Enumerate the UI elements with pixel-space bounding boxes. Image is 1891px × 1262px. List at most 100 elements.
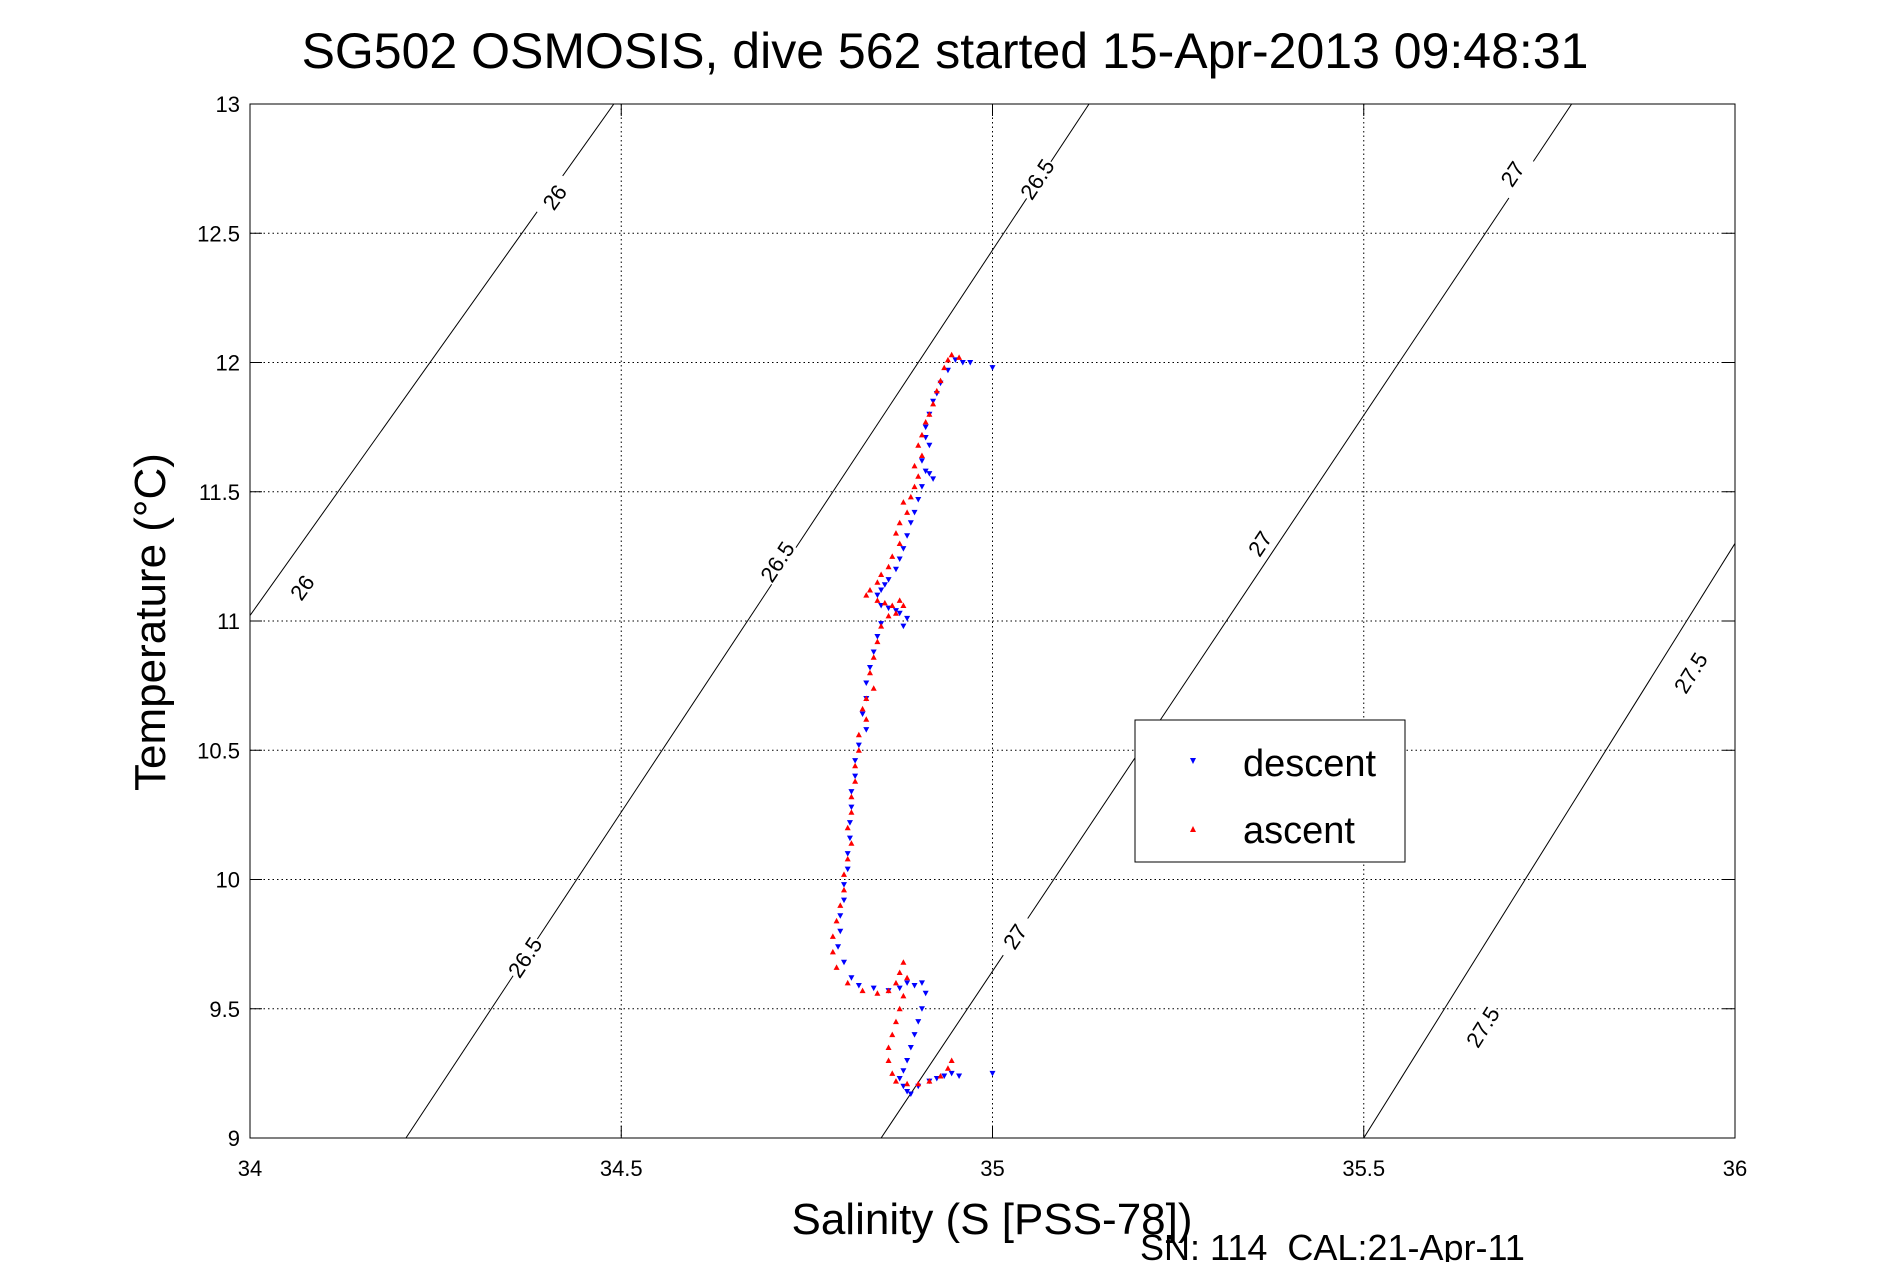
ascent-point [930, 400, 937, 407]
descent-point [855, 982, 862, 989]
ascent-point [841, 871, 847, 877]
descent-point [859, 711, 866, 718]
ascent-point [841, 886, 847, 893]
descent-point [918, 980, 925, 986]
descent-point [841, 959, 847, 966]
y-tick-label: 9 [228, 1126, 240, 1151]
ascent-point [859, 705, 866, 712]
contour-label-bg [1489, 148, 1536, 200]
descent-point [874, 592, 881, 599]
ascent-point [896, 597, 903, 603]
descent-point [863, 680, 870, 687]
y-axis-label: Temperature (°C) [126, 453, 175, 791]
ascent-point [922, 418, 929, 425]
ascent-point [937, 377, 944, 384]
ascent-point [874, 638, 881, 645]
ascent-point [892, 530, 899, 536]
descent-point [904, 1088, 911, 1095]
ascent-point [948, 1057, 955, 1063]
contour-label-bg [531, 171, 578, 223]
ascent-point [863, 592, 870, 598]
descent-point [852, 773, 859, 780]
descent-point [848, 975, 855, 981]
ascent-point [878, 571, 885, 577]
descent-point [907, 520, 914, 526]
descent-point [907, 1091, 914, 1098]
ascent-point [833, 964, 840, 970]
ascent-point [926, 411, 933, 417]
ascent-point [892, 979, 899, 986]
descent-point [915, 1019, 922, 1025]
ascent-point [904, 974, 911, 981]
y-tick-label: 9.5 [209, 997, 240, 1022]
descent-point [896, 610, 903, 617]
descent-point [844, 851, 851, 857]
descent-point [848, 804, 855, 811]
ascent-point [852, 778, 859, 784]
ascent-point [848, 840, 855, 846]
descent-point [918, 484, 925, 490]
descent-point [967, 360, 974, 366]
ascent-point [915, 473, 922, 479]
descent-point [837, 928, 844, 935]
y-tick-label: 13 [216, 92, 240, 117]
descent-point [846, 835, 853, 842]
ascent-point [863, 716, 870, 722]
ascent-point [904, 509, 911, 515]
ascent-point [852, 762, 859, 769]
ascent-point [889, 1031, 896, 1038]
ascent-point [855, 747, 862, 753]
legend: descent ascent [1134, 719, 1406, 863]
descent-point [907, 1045, 914, 1051]
ascent-point [889, 1070, 896, 1076]
ascent-point [911, 483, 918, 490]
descent-point [900, 546, 907, 552]
legend-box [1134, 719, 1406, 863]
ascent-point [900, 992, 907, 999]
ascent-point [907, 493, 914, 500]
descent-point [918, 1006, 925, 1012]
grid [250, 104, 1735, 1138]
ascent-point [918, 452, 925, 459]
descent-point [922, 468, 929, 475]
descent-point [835, 944, 842, 950]
ascent-point [900, 499, 907, 505]
ascent-point [892, 1078, 899, 1084]
ascent-point [885, 563, 892, 570]
descent-point [904, 533, 911, 539]
y-tick-label: 10 [216, 868, 240, 893]
descent-point [922, 424, 929, 431]
ascent-point [889, 602, 896, 608]
ascent-point [870, 685, 877, 691]
ascent-point [866, 586, 873, 593]
legend-ascent-label: ascent [1243, 810, 1355, 852]
ascent-point [933, 387, 940, 394]
chart-title: SG502 OSMOSIS, dive 562 started 15-Apr-2… [302, 23, 1589, 79]
descent-point [896, 1076, 903, 1082]
descent-point [896, 985, 903, 992]
descent-point [911, 509, 918, 516]
ascent-point [855, 731, 862, 738]
ascent-point [878, 623, 885, 629]
ascent-point [941, 364, 948, 371]
descent-point [848, 789, 855, 795]
descent-point [870, 985, 877, 992]
descent-point [989, 1070, 996, 1077]
contour-label-bg [1459, 1001, 1506, 1053]
descent-point [874, 634, 881, 640]
ascent-point [896, 969, 903, 976]
ascent-point [892, 610, 899, 616]
ascent-point [911, 462, 918, 469]
ascent-point [937, 1072, 944, 1079]
ascent-point [848, 809, 855, 815]
ascent-point [904, 1080, 911, 1087]
descent-point [892, 566, 899, 573]
ascent-point [881, 599, 888, 606]
ascent-point [900, 959, 907, 965]
x-tick-label: 35 [980, 1156, 1004, 1181]
series-descent [835, 357, 996, 1098]
descent-point [959, 360, 966, 366]
serial-calibration-footer: SN: 114 CAL:21-Apr-11 [1140, 1227, 1525, 1262]
descent-point [941, 1073, 948, 1079]
x-tick-labels: 34 34.5 35 35.5 36 [238, 1156, 1747, 1181]
